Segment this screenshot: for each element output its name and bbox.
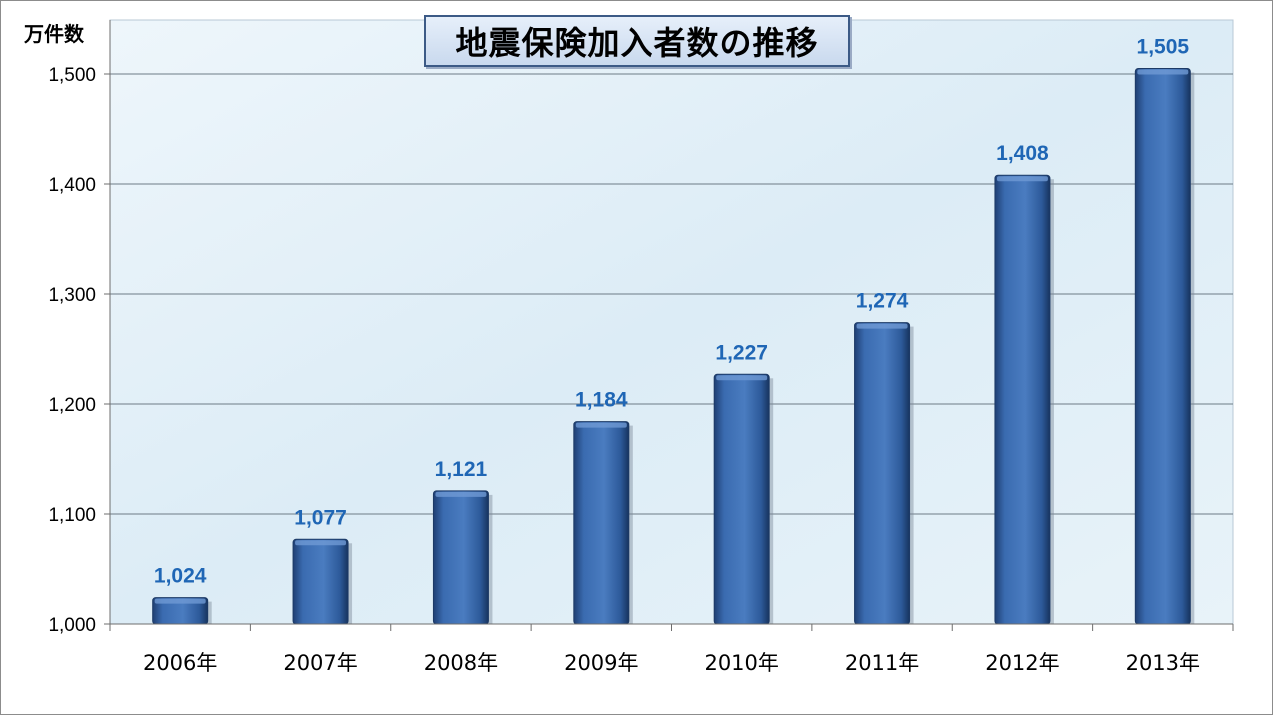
y-tick-label: 1,500 (48, 65, 96, 86)
x-tick-label: 2007年 (283, 651, 357, 675)
y-tick-label: 1,200 (48, 395, 96, 416)
data-label: 1,274 (856, 290, 909, 313)
x-tick-label: 2009年 (564, 651, 638, 675)
x-tick-label: 2013年 (1126, 651, 1200, 675)
bar (994, 174, 1051, 625)
bar (292, 538, 349, 625)
y-tick-label: 1,000 (48, 615, 96, 636)
bar-highlight (154, 598, 206, 604)
bar-highlight (716, 375, 768, 381)
bar-highlight (575, 422, 627, 428)
bar (573, 421, 630, 625)
data-label: 1,121 (435, 458, 488, 481)
x-tick-label: 2010年 (704, 651, 778, 675)
bar (713, 373, 770, 625)
plot-area (109, 19, 1234, 625)
bar-highlight (1137, 69, 1189, 75)
bar (854, 322, 911, 625)
data-label: 1,184 (575, 389, 628, 412)
data-label: 1,505 (1137, 36, 1190, 59)
x-tick-label: 2011年 (845, 651, 919, 675)
bar-highlight (856, 323, 908, 329)
bar (432, 490, 489, 625)
y-tick-label: 1,300 (48, 285, 96, 306)
y-tick-label: 1,100 (48, 505, 96, 526)
data-label: 1,024 (154, 565, 207, 588)
y-axis-unit-label: 万件数 (24, 22, 84, 46)
x-tick-label: 2008年 (424, 651, 498, 675)
data-label: 1,077 (294, 506, 347, 529)
x-tick-label: 2012年 (985, 651, 1059, 675)
bar-highlight (996, 176, 1048, 182)
data-label: 1,408 (996, 142, 1049, 165)
x-tick-label: 2006年 (143, 651, 217, 675)
y-tick-label: 1,400 (48, 175, 96, 196)
bar-highlight (295, 540, 347, 546)
bar (1134, 68, 1191, 625)
data-label: 1,227 (715, 341, 768, 364)
chart-title: 地震保険加入者数の推移 (424, 15, 850, 67)
bar-highlight (435, 491, 487, 497)
